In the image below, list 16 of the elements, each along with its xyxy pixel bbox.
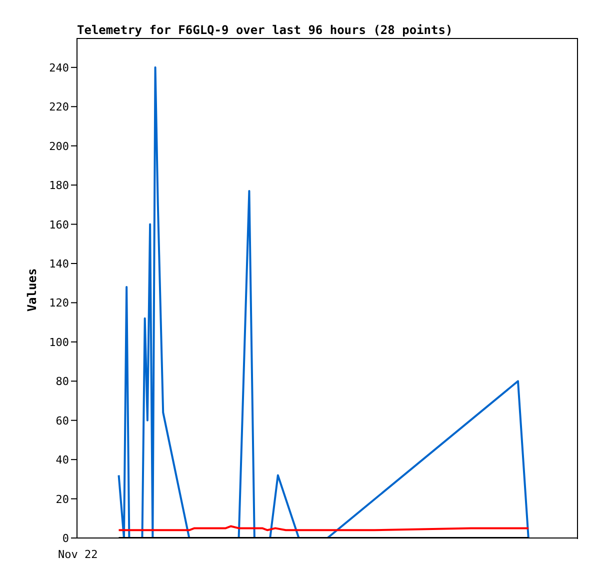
y-tick-label: 20 bbox=[56, 492, 69, 506]
y-tick-label: 0 bbox=[62, 532, 69, 545]
y-tick-label: 200 bbox=[49, 140, 69, 153]
y-tick-label: 240 bbox=[49, 61, 69, 74]
y-tick-label: 220 bbox=[49, 100, 69, 114]
y-tick-label: 160 bbox=[49, 218, 69, 232]
text: Nov 22 bbox=[58, 548, 98, 561]
y-tick-label: 180 bbox=[49, 179, 69, 192]
y-tick-label: 80 bbox=[56, 375, 69, 388]
y-tick-label: 120 bbox=[49, 296, 69, 310]
y-tick-label: 40 bbox=[56, 454, 69, 467]
y-axis-title: Values bbox=[25, 268, 39, 312]
y-tick-label: 100 bbox=[49, 336, 69, 349]
chart-title: Telemetry for F6GLQ-9 over last 96 hours (28 points) bbox=[77, 23, 453, 37]
y-tick-label: 140 bbox=[49, 257, 69, 270]
y-tick-label: 60 bbox=[56, 414, 69, 428]
